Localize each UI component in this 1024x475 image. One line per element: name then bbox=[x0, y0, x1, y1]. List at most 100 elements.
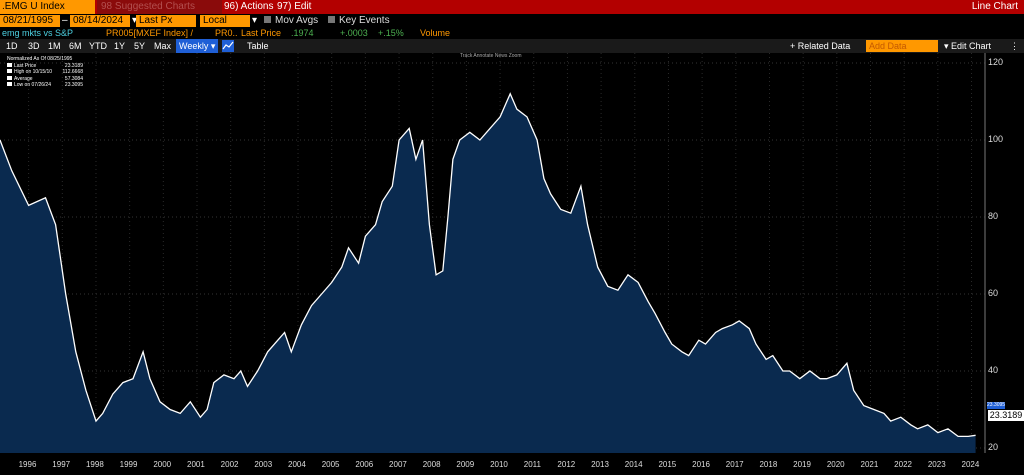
change-value: +.0003 bbox=[340, 28, 368, 38]
price-field-select[interactable]: Last Px bbox=[136, 15, 196, 27]
legend-label: Last Price bbox=[14, 62, 37, 69]
legend-row-last: Last Price 23.3189 bbox=[7, 62, 83, 70]
change-pct-value: +.15% bbox=[378, 28, 404, 38]
x-tick-label: 2008 bbox=[422, 460, 441, 469]
legend-value: 23.3189 bbox=[64, 62, 83, 69]
x-tick-label: 2016 bbox=[692, 460, 710, 469]
mov-avgs-checkbox-icon[interactable] bbox=[264, 16, 271, 23]
actions-menu[interactable]: 96) Actions bbox=[224, 1, 274, 12]
x-tick-label: 2000 bbox=[153, 460, 172, 469]
last-price-label: Last Price bbox=[241, 28, 282, 38]
chart-type-label: Line Chart bbox=[971, 1, 1018, 12]
period-5y[interactable]: 5Y bbox=[134, 41, 146, 51]
add-data-field[interactable]: Add Data bbox=[866, 40, 938, 52]
low-value-tag: 23.3095 bbox=[987, 402, 1006, 409]
legend-label: Low on 07/26/24 bbox=[14, 82, 51, 88]
edit-chart-dropdown-icon: ▾ bbox=[944, 41, 952, 51]
period-6m[interactable]: 6M bbox=[69, 41, 82, 51]
currency-dropdown-icon[interactable]: ▾ bbox=[252, 15, 258, 26]
chart-legend: Normalized As Of 08/25/1995 Last Price 23… bbox=[7, 56, 83, 96]
table-button[interactable]: Table bbox=[247, 41, 269, 51]
period-max[interactable]: Max bbox=[154, 41, 172, 51]
mov-avgs-toggle[interactable]: Mov Avgs bbox=[264, 15, 318, 27]
x-tick-label: 1997 bbox=[52, 460, 71, 469]
x-tick-label: 2007 bbox=[389, 460, 407, 469]
x-tick-label: 2019 bbox=[793, 460, 811, 469]
x-tick-label: 1998 bbox=[85, 460, 104, 469]
x-tick-label: 2003 bbox=[254, 460, 273, 469]
period-3d[interactable]: 3D bbox=[28, 41, 40, 51]
area-fill bbox=[0, 93, 976, 453]
volume-label: Volume bbox=[420, 28, 451, 38]
x-tick-label: 2010 bbox=[490, 460, 508, 469]
x-tick-label: 1999 bbox=[119, 460, 138, 469]
last-value-label: 23.3189 bbox=[988, 410, 1024, 421]
x-tick-label: 2001 bbox=[187, 460, 205, 469]
x-tick-label: 2006 bbox=[355, 460, 374, 469]
edit-menu[interactable]: 97) Edit bbox=[277, 1, 312, 12]
x-tick-label: 2013 bbox=[591, 460, 609, 469]
y-tick-label: 40 bbox=[988, 365, 999, 375]
x-tick-label: 1996 bbox=[18, 460, 37, 469]
period-1d[interactable]: 1D bbox=[6, 41, 18, 51]
series-row: emg mkts vs S&P PR005[MXEF Index] / PR0.… bbox=[0, 28, 1024, 39]
legend-row-average: Average 57.3084 bbox=[7, 75, 83, 83]
field-dropdown-icon[interactable]: ▾ bbox=[132, 15, 138, 26]
controls-row: 08/21/1995 – 08/14/2024 ▾ Last Px Local … bbox=[0, 14, 1024, 38]
x-tick-label: 2014 bbox=[624, 460, 643, 469]
x-tick-label: 2011 bbox=[523, 460, 541, 469]
y-tick-label: 100 bbox=[988, 134, 1004, 144]
x-tick-label: 2023 bbox=[927, 460, 946, 469]
y-tick-label: 80 bbox=[988, 211, 999, 221]
mov-avgs-label: Mov Avgs bbox=[275, 15, 319, 26]
period-1m[interactable]: 1M bbox=[48, 41, 61, 51]
legend-swatch bbox=[7, 75, 12, 80]
end-date-field[interactable]: 08/14/2024 bbox=[70, 15, 130, 27]
chart-mini-tools[interactable]: Track Annotate News Zoom bbox=[460, 53, 522, 59]
last-price-value: .1974 bbox=[291, 28, 314, 38]
legend-label: Average bbox=[14, 75, 33, 82]
x-tick-label: 2024 bbox=[961, 460, 980, 469]
x-tick-label: 2005 bbox=[321, 460, 340, 469]
frequency-select[interactable]: Weekly ▾ bbox=[176, 39, 219, 53]
legend-swatch bbox=[7, 82, 12, 86]
legend-swatch bbox=[7, 62, 12, 67]
edit-chart-button[interactable]: ▾ Edit Chart bbox=[944, 39, 991, 53]
frequency-label: Weekly bbox=[179, 41, 209, 51]
line-chart[interactable] bbox=[0, 53, 1024, 453]
toolbar: 1D 3D 1M 6M YTD 1Y 5Y Max Weekly ▾ Table… bbox=[0, 39, 1024, 53]
x-tick-label: 2009 bbox=[456, 460, 475, 469]
start-date-field[interactable]: 08/21/1995 bbox=[0, 15, 60, 27]
suggested-charts-button[interactable]: 98 Suggested Charts bbox=[97, 0, 222, 14]
x-tick-label: 2015 bbox=[658, 460, 677, 469]
y-tick-label: 120 bbox=[988, 57, 1004, 67]
price-line bbox=[0, 92, 976, 438]
more-options-icon[interactable]: ⋮ bbox=[1010, 41, 1019, 51]
x-tick-label: 2012 bbox=[557, 460, 576, 469]
legend-swatch bbox=[7, 69, 12, 73]
date-separator: – bbox=[62, 15, 68, 26]
x-tick-label: 2018 bbox=[759, 460, 778, 469]
series-name: emg mkts vs S&P bbox=[2, 28, 74, 38]
legend-row-low: Low on 07/26/24 23.3095 bbox=[7, 82, 83, 89]
legend-title: Normalized As Of 08/25/1995 bbox=[7, 56, 73, 62]
edit-chart-label: Edit Chart bbox=[951, 41, 992, 51]
period-1y[interactable]: 1Y bbox=[114, 41, 126, 51]
x-tick-label: 2004 bbox=[288, 460, 306, 469]
x-tick-label: 2021 bbox=[860, 460, 879, 469]
chart-style-icon[interactable] bbox=[222, 40, 234, 52]
key-events-toggle[interactable]: Key Events bbox=[328, 15, 390, 27]
legend-value: 57.3084 bbox=[64, 75, 83, 82]
y-tick-label: 20 bbox=[988, 442, 999, 452]
x-tick-label: 2022 bbox=[894, 460, 912, 469]
ticker-field[interactable]: .EMG U Index bbox=[0, 0, 95, 14]
key-events-checkbox-icon[interactable] bbox=[328, 16, 335, 23]
period-ytd[interactable]: YTD bbox=[89, 41, 107, 51]
x-tick-label: 2002 bbox=[220, 460, 239, 469]
related-data-button[interactable]: + Related Data bbox=[790, 41, 851, 51]
x-tick-label: 2020 bbox=[826, 460, 845, 469]
y-tick-label: 60 bbox=[988, 288, 999, 298]
legend-value: 112.6668 bbox=[62, 69, 83, 75]
top-bar: .EMG U Index 98 Suggested Charts 96) Act… bbox=[0, 0, 1024, 14]
currency-select[interactable]: Local CCY bbox=[200, 15, 250, 38]
